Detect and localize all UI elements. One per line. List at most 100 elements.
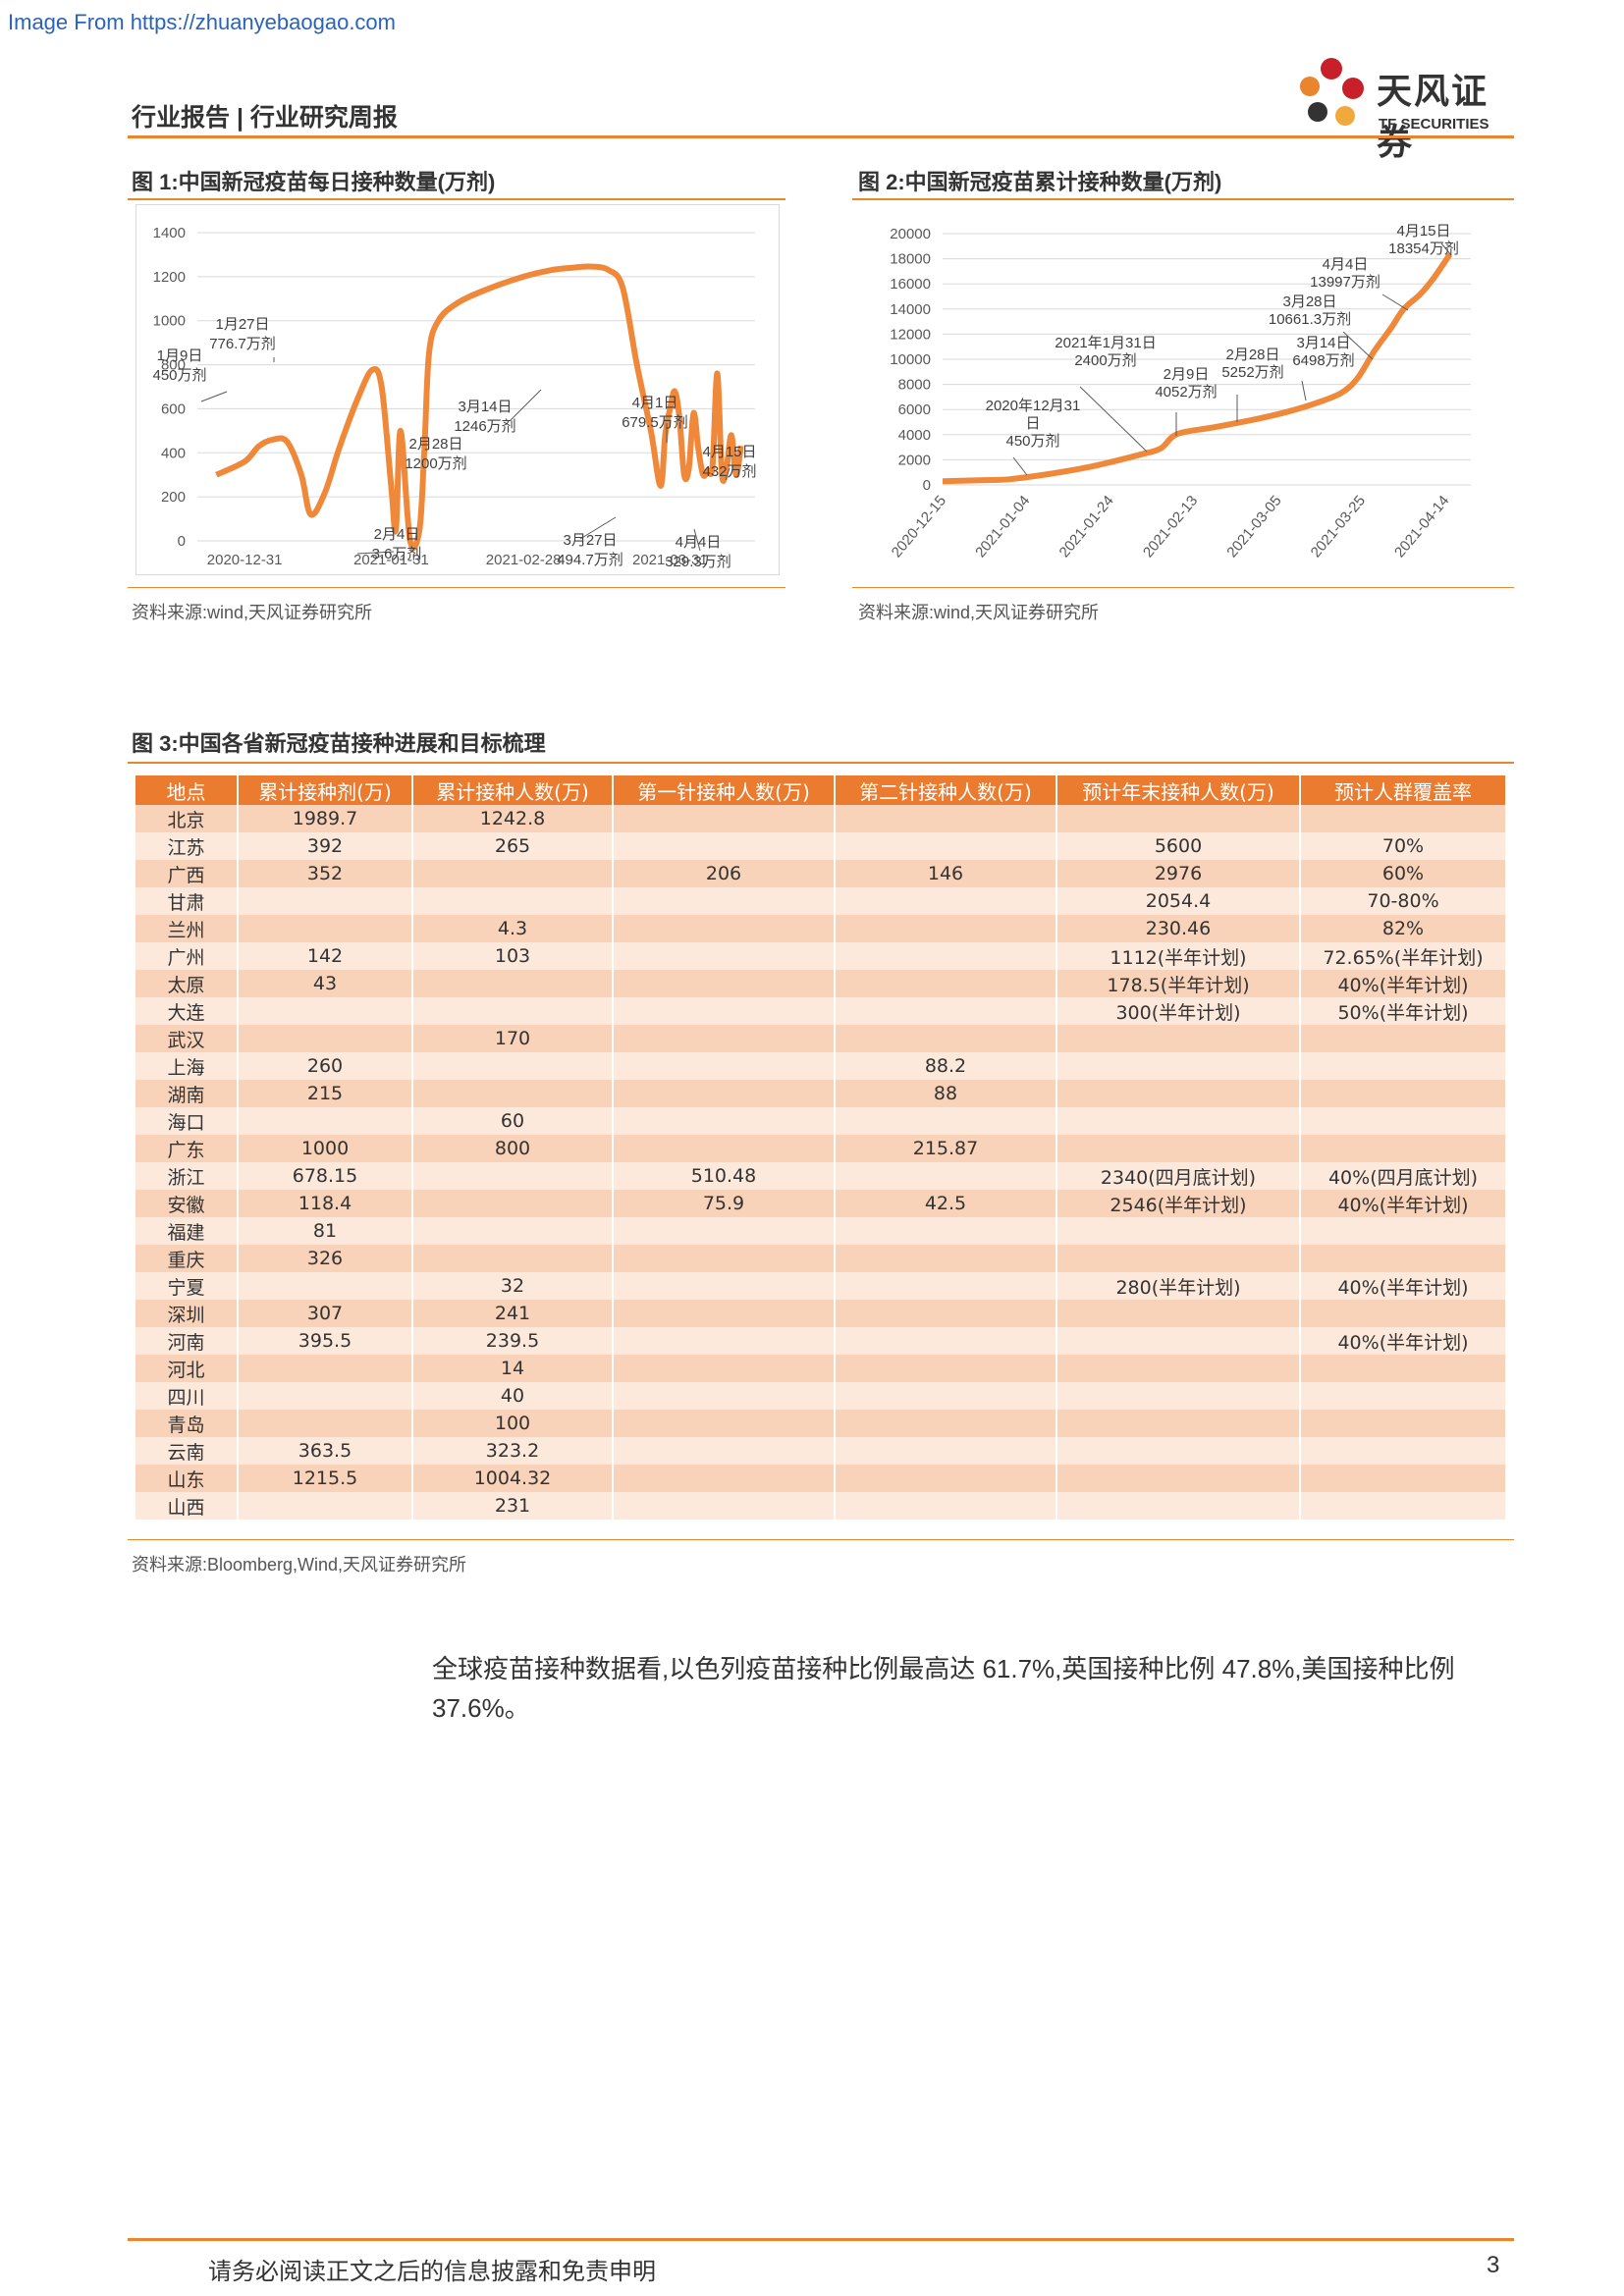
- table-cell: 678.15: [238, 1162, 413, 1190]
- table-cell: [1056, 1465, 1301, 1492]
- table-cell: 1215.5: [238, 1465, 413, 1492]
- table-cell: [835, 887, 1057, 915]
- table-cell: 241: [412, 1300, 614, 1327]
- table-cell-location: 甘肃: [135, 887, 239, 915]
- fig2-annotation-date: 3月14日: [1296, 335, 1350, 351]
- table-cell: [613, 997, 836, 1025]
- fig2-bottom-line: [852, 587, 1514, 588]
- fig2-y-tick-label: 10000: [890, 351, 931, 368]
- fig2-y-tick-label: 6000: [898, 401, 931, 418]
- table-cell: 40%(半年计划): [1300, 1190, 1507, 1217]
- fig2-y-tick-label: 12000: [890, 326, 931, 343]
- fig1-annotation-leader: [509, 389, 542, 422]
- table-row: 上海 260 88.2: [135, 1052, 1507, 1080]
- table-cell: 1989.7: [238, 805, 413, 832]
- table-row: 兰州 4.3 230.46 82%: [135, 915, 1507, 942]
- vaccine-progress-table: 地点 累计接种剂(万) 累计接种人数(万) 第一针接种人数(万) 第二针接种人数(万) 预…: [135, 775, 1507, 1520]
- table-cell: [835, 1437, 1057, 1465]
- table-cell: 260: [238, 1052, 413, 1080]
- table-cell: [835, 1025, 1057, 1052]
- table-cell: [412, 1162, 614, 1190]
- table-cell: [412, 970, 614, 997]
- fig1-chart-frame: 0 200 400 600 800 1000 1200 1400 2020-12-31 2021-…: [135, 204, 780, 575]
- table-cell-location: 江苏: [135, 832, 239, 860]
- table-cell: [835, 1162, 1057, 1190]
- fig1-annotation-label: 2月4日 3.6万剂: [372, 526, 422, 562]
- fig2-annotation-date: 2021年1月31日: [1055, 335, 1156, 351]
- table-cell-location: 山东: [135, 1465, 239, 1492]
- fig2-x-tick-label: 2021-04-14: [1391, 493, 1452, 561]
- table-cell: [412, 1217, 614, 1245]
- table-cell: [1300, 1300, 1507, 1327]
- fig2-y-tick-label: 2000: [898, 452, 931, 468]
- fig1-annotation-value: 3.6万剂: [372, 546, 422, 562]
- footer-disclaimer: 请务必阅读正文之后的信息披露和免责申明: [208, 2259, 656, 2285]
- table-cell: [1300, 1492, 1507, 1520]
- fig1-annotation-label: 3月14日 1246万剂: [454, 399, 515, 435]
- fig3-source: 资料来源:Bloomberg,Wind,天风证券研究所: [132, 1555, 467, 1575]
- fig1-y-tick-label: 1400: [153, 225, 186, 241]
- table-cell: 2340(四月底计划): [1056, 1162, 1301, 1190]
- table-cell: 82%: [1300, 915, 1507, 942]
- fig1-annotation-date: 2月4日: [374, 526, 420, 543]
- table-cell: [613, 1135, 836, 1162]
- table-row: 四川 40: [135, 1382, 1507, 1410]
- table-cell: 1004.32: [412, 1465, 614, 1492]
- fig2-annotation-value: 2400万剂: [1074, 352, 1136, 369]
- fig1-annotation-leader: [356, 551, 395, 555]
- table-cell: [835, 1355, 1057, 1382]
- table-cell: 14: [412, 1355, 614, 1382]
- table-cell-location: 河北: [135, 1355, 239, 1382]
- table-row: 武汉 170: [135, 1025, 1507, 1052]
- table-cell: [412, 887, 614, 915]
- table-cell: 326: [238, 1245, 413, 1272]
- table-cell: [1056, 1437, 1301, 1465]
- fig2-series-line: [942, 252, 1453, 485]
- table-cell-location: 武汉: [135, 1025, 239, 1052]
- fig2-annotation-date: 4月4日: [1323, 256, 1369, 273]
- table-cell: [1056, 1107, 1301, 1135]
- table-cell: 4.3: [412, 915, 614, 942]
- table-cell: 2976: [1056, 860, 1301, 887]
- table-cell: [238, 1382, 413, 1410]
- table-cell: [835, 1300, 1057, 1327]
- table-row: 甘肃 2054.4 70-80%: [135, 887, 1507, 915]
- table-cell: [412, 1052, 614, 1080]
- table-cell: [412, 1080, 614, 1107]
- table-cell: 230.46: [1056, 915, 1301, 942]
- table-cell: [1056, 805, 1301, 832]
- table-cell: [613, 1327, 836, 1355]
- logo-en-text: TF SECURITIES: [1379, 116, 1489, 133]
- table-row: 深圳 307 241: [135, 1300, 1507, 1327]
- table-cell: [613, 1465, 836, 1492]
- table-cell: [1056, 1135, 1301, 1162]
- fig2-x-tick-label: 2021-02-13: [1140, 493, 1201, 561]
- table-cell-location: 海口: [135, 1107, 239, 1135]
- table-cell: [613, 915, 836, 942]
- table-cell: 510.48: [613, 1162, 836, 1190]
- table-cell: 142: [238, 942, 413, 970]
- table-cell: [835, 1272, 1057, 1300]
- table-cell: [613, 1025, 836, 1052]
- fig1-annotation-value: 776.7万剂: [209, 336, 276, 352]
- footer-divider: [128, 2238, 1514, 2241]
- fig1-annotation-date: 4月4日: [676, 534, 722, 551]
- table-cell: [613, 1410, 836, 1437]
- table-cell-location: 四川: [135, 1382, 239, 1410]
- logo-cn-text: 天风证券: [1377, 71, 1489, 162]
- table-cell: 72.65%(半年计划): [1300, 942, 1507, 970]
- header-divider: [128, 135, 1514, 138]
- table-cell: [613, 805, 836, 832]
- table-cell: [1300, 1217, 1507, 1245]
- table-cell: [1300, 1107, 1507, 1135]
- table-cell: [613, 1272, 836, 1300]
- table-cell: [1056, 1052, 1301, 1080]
- table-cell: 88: [835, 1080, 1057, 1107]
- fig2-annotation-value: 5252万剂: [1221, 364, 1283, 381]
- table-row: 云南 363.5 323.2: [135, 1437, 1507, 1465]
